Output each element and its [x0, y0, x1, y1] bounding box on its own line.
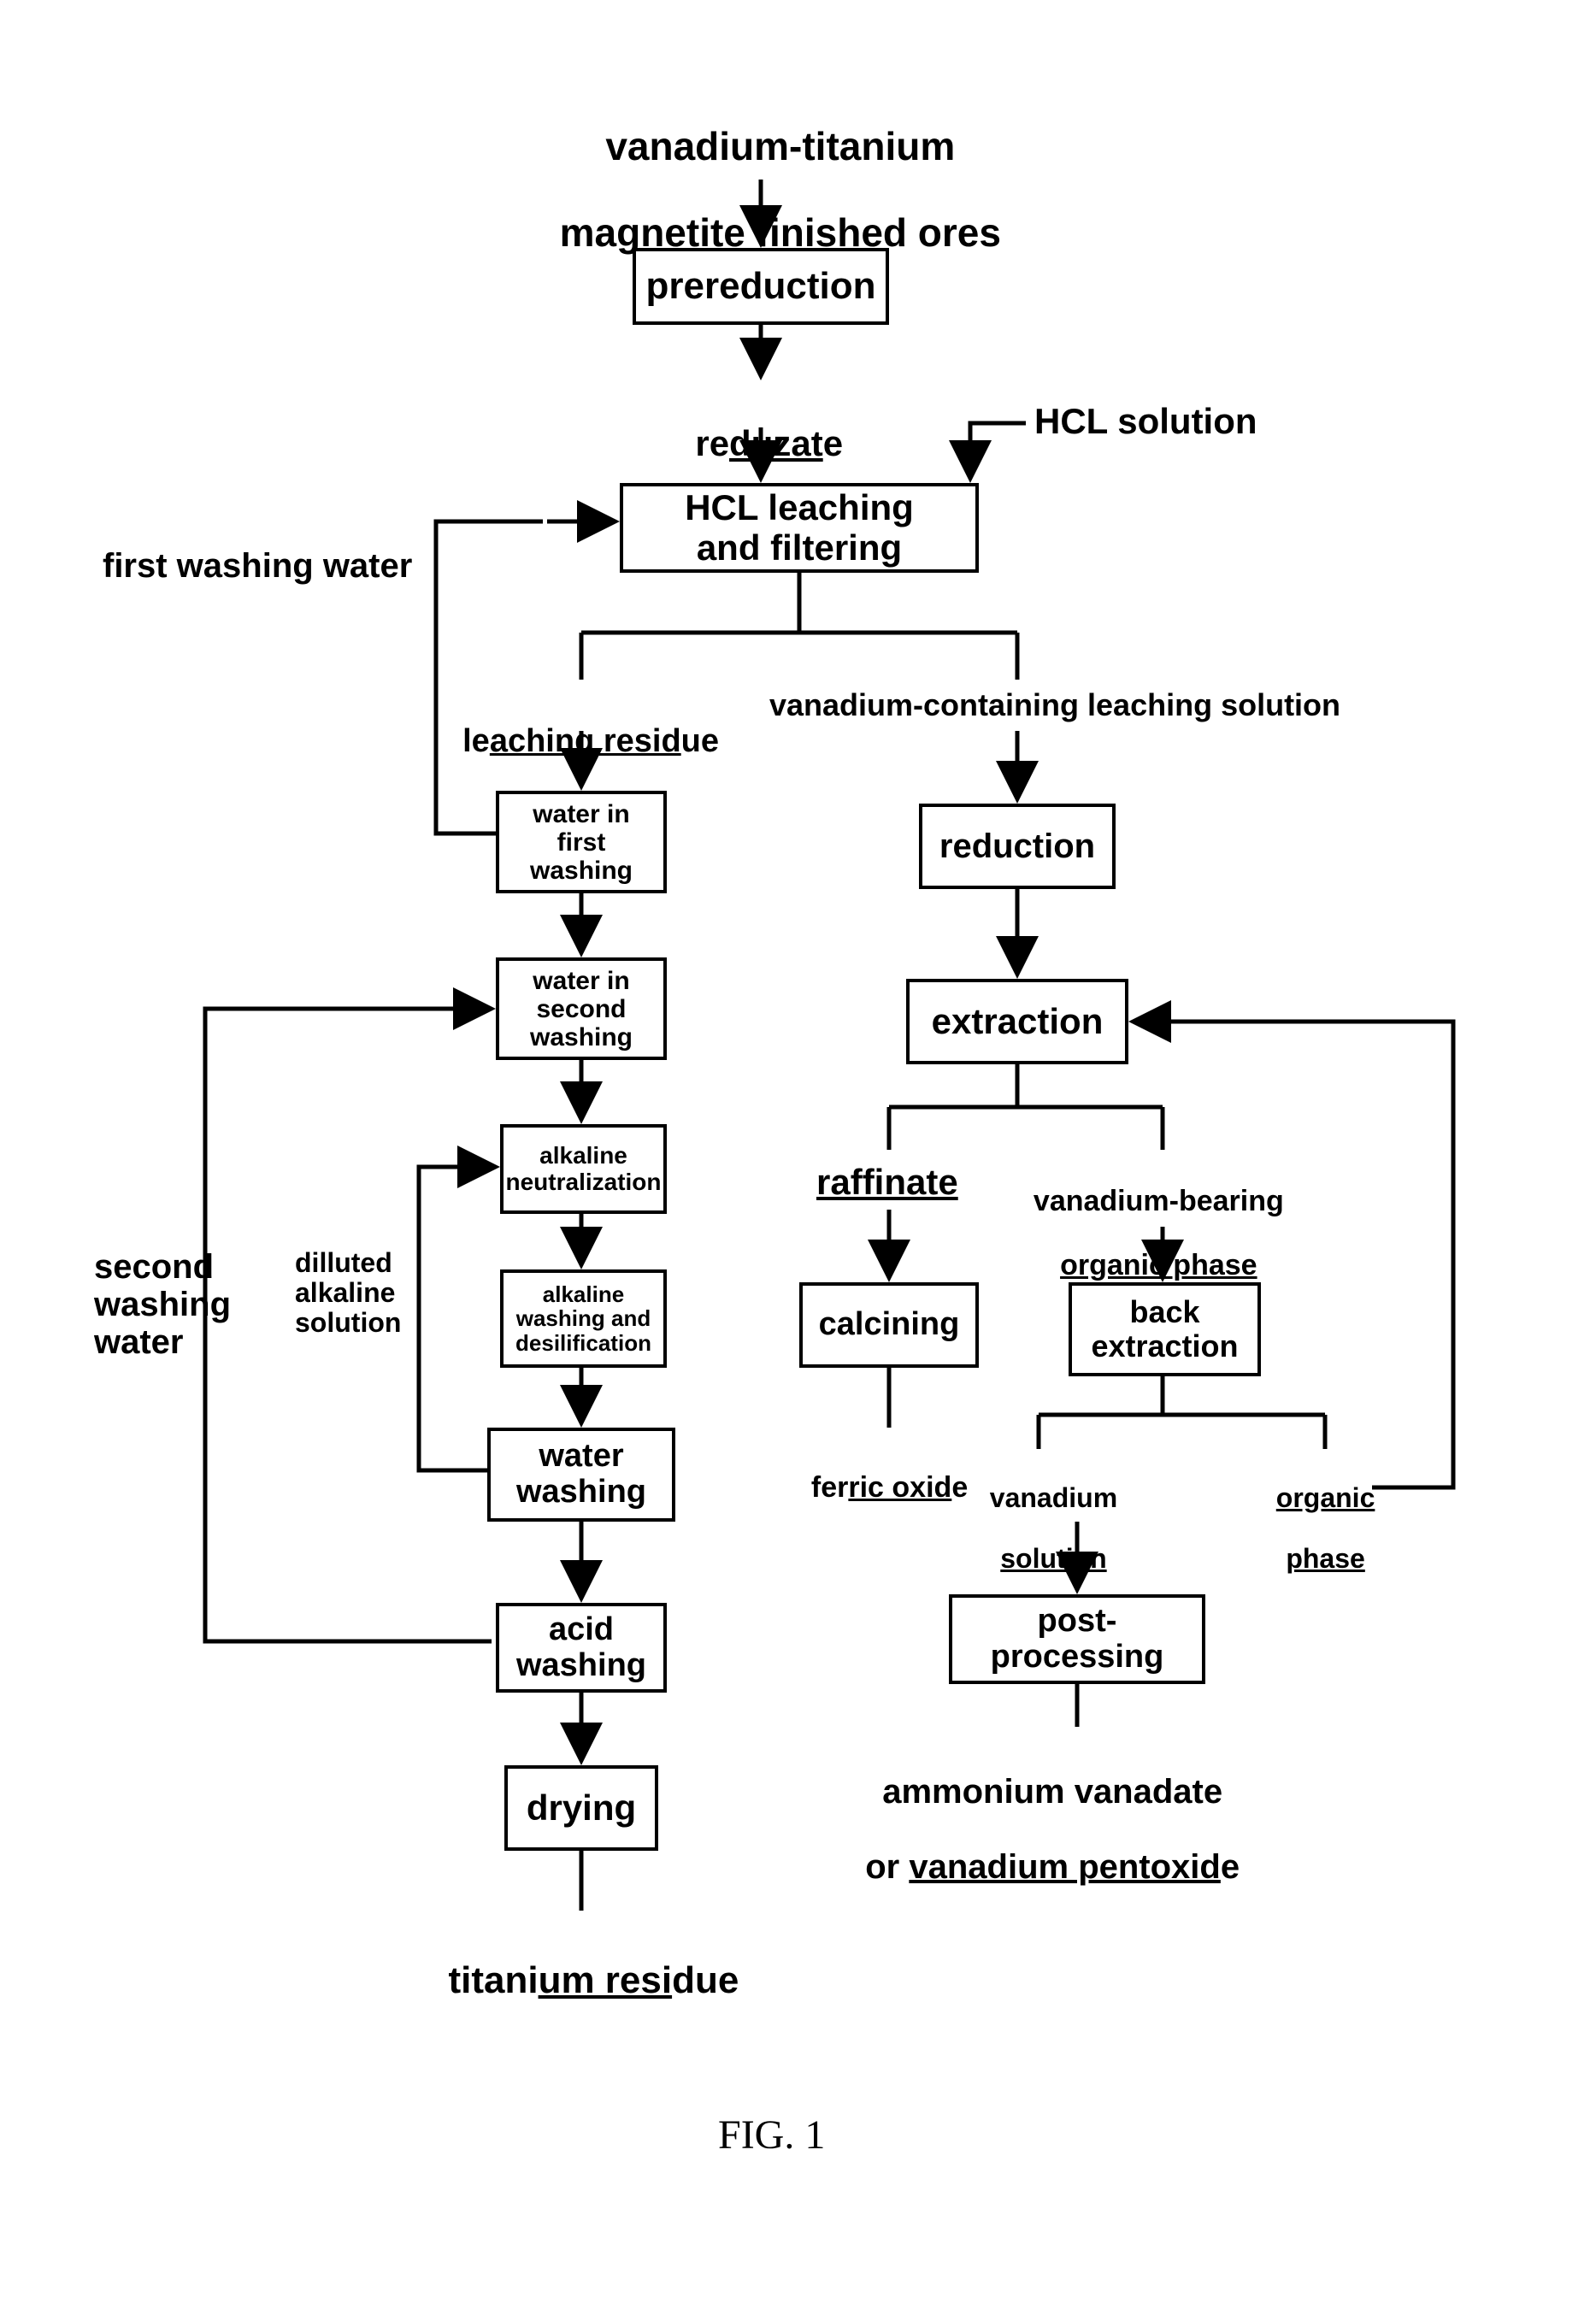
- box-calcining: calcining: [799, 1282, 979, 1368]
- box-reduction: reduction: [919, 804, 1116, 889]
- box-drying: drying: [504, 1765, 658, 1851]
- box-post-processing: post- processing: [949, 1594, 1205, 1684]
- label-vanadium-solution: vanadium solution: [975, 1453, 1117, 1574]
- box-extraction: extraction: [906, 979, 1128, 1064]
- box-second-wash: water in second washing: [496, 957, 667, 1060]
- box-back-extraction: back extraction: [1069, 1282, 1261, 1376]
- box-acid-washing: acid washing: [496, 1603, 667, 1693]
- label-first-washing-water: first washing water: [103, 547, 412, 585]
- label-titanium-residue: titanium residue: [427, 1919, 739, 2002]
- label-raffinate: raffinate: [816, 1163, 958, 1202]
- box-alk-wash: alkaline washing and desilification: [500, 1269, 667, 1368]
- label-ammonium: ammonium vanadate or vanadium pentoxide: [846, 1735, 1240, 1886]
- box-alk-neut: alkaline neutralization: [500, 1124, 667, 1214]
- label-reduzate: reduzate: [675, 385, 843, 463]
- label-leaching-residue: leaching residue: [445, 688, 719, 760]
- label-ferric-oxide: ferric oxide: [795, 1440, 968, 1505]
- label-second-washing-water: second washing water: [94, 1248, 231, 1361]
- flowchart-arrows: [0, 0, 1596, 2297]
- box-prereduction: prereduction: [633, 248, 889, 325]
- label-dilluted-alkaline: dilluted alkaline solution: [295, 1248, 401, 1339]
- label-organic-phase: organic phase: [1261, 1453, 1375, 1574]
- box-hcl-leaching: HCL leaching and filtering: [620, 483, 979, 573]
- figure-caption: FIG. 1: [718, 2111, 825, 2159]
- label-van-leach-solution: vanadium-containing leaching solution: [769, 688, 1340, 722]
- label-van-organic: vanadium-bearing organic phase: [1017, 1154, 1284, 1282]
- label-hcl-solution: HCL solution: [1034, 402, 1257, 441]
- start-label: vanadium-titanium magnetite finished ore…: [513, 81, 1026, 254]
- box-water-washing: water washing: [487, 1428, 675, 1522]
- box-first-wash: water in first washing: [496, 791, 667, 893]
